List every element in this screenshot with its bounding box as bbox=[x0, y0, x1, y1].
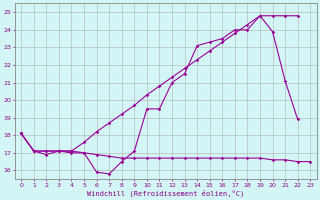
X-axis label: Windchill (Refroidissement éolien,°C): Windchill (Refroidissement éolien,°C) bbox=[87, 189, 244, 197]
